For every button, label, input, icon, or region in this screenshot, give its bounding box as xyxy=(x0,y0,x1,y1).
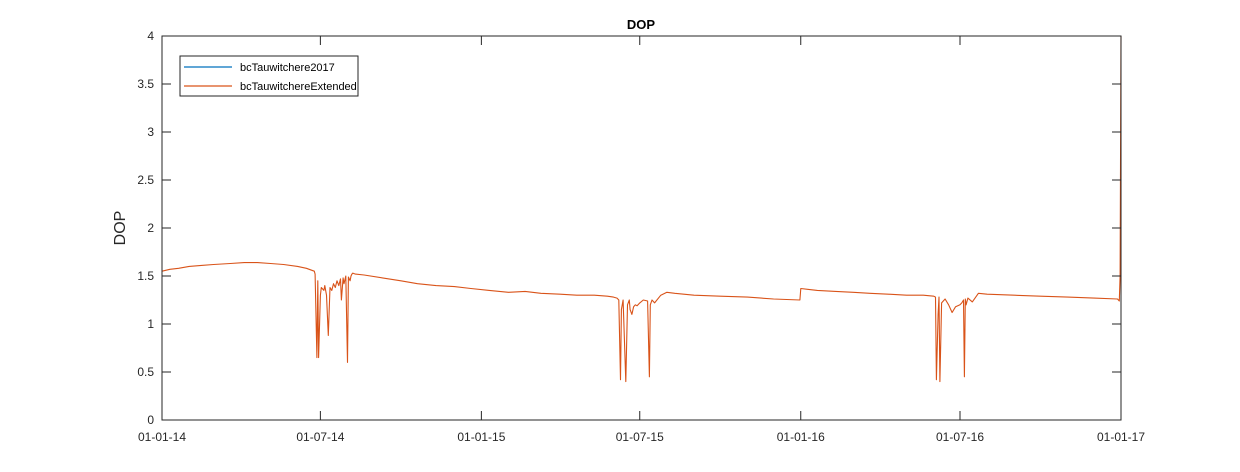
y-axis-label: DOP xyxy=(112,211,129,246)
legend: bcTauwitchere2017 bcTauwitchereExtended xyxy=(179,55,359,97)
x-tick-label: 01-07-14 xyxy=(296,430,344,444)
plot-area xyxy=(162,36,1121,420)
chart-title: DOP xyxy=(627,17,656,32)
y-ticks: 0 0.5 1 1.5 2 2.5 3 3.5 4 xyxy=(137,29,1121,427)
x-tick-label: 01-01-14 xyxy=(138,430,186,444)
x-tick-label: 01-01-15 xyxy=(457,430,505,444)
y-tick-label: 3 xyxy=(147,125,154,139)
y-tick-label: 3.5 xyxy=(137,77,154,91)
y-tick-label: 0 xyxy=(147,413,154,427)
y-tick-label: 4 xyxy=(147,29,154,43)
x-ticks: 01-01-14 01-07-14 01-01-15 01-07-15 01-01-16… xyxy=(138,36,1145,444)
y-tick-label: 0.5 xyxy=(137,365,154,379)
series-layer xyxy=(161,35,1122,383)
y-tick-label: 1 xyxy=(147,317,154,331)
legend-box xyxy=(179,55,359,97)
x-tick-label: 01-01-17 xyxy=(1097,430,1145,444)
legend-label-series-1: bcTauwitchere2017 xyxy=(240,62,335,74)
x-tick-label: 01-07-15 xyxy=(616,430,664,444)
x-tick-label: 01-07-16 xyxy=(936,430,984,444)
legend-label-series-2: bcTauwitchereExtended xyxy=(240,81,357,93)
series-line-2 xyxy=(161,35,1122,383)
x-tick-label: 01-01-16 xyxy=(777,430,825,444)
y-tick-label: 2.5 xyxy=(137,173,154,187)
y-tick-label: 1.5 xyxy=(137,269,154,283)
y-tick-label: 2 xyxy=(147,221,154,235)
